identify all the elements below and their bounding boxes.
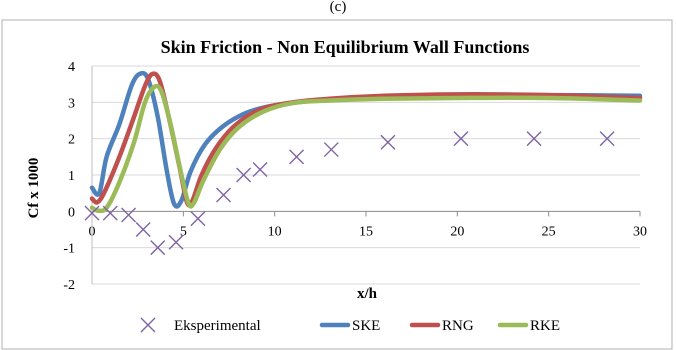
data-point-experimental <box>236 167 252 183</box>
data-point-experimental <box>323 142 339 158</box>
series-line-rng <box>89 71 643 208</box>
y-tick-label: 4 <box>68 60 75 75</box>
data-point-experimental <box>289 149 305 165</box>
y-tick-label: 2 <box>68 133 75 148</box>
data-point-experimental <box>216 187 232 203</box>
data-point-experimental <box>526 131 542 147</box>
data-point-experimental <box>150 240 166 256</box>
data-point-experimental <box>135 222 151 237</box>
legend-label-rke: RKE <box>530 318 560 334</box>
data-point-experimental <box>453 131 469 147</box>
experimental-markers <box>84 131 615 256</box>
chart-border <box>1 19 673 350</box>
x-tick-label: 30 <box>633 224 647 239</box>
x-tick-label: 25 <box>542 224 556 239</box>
y-tick-label: 1 <box>68 169 75 184</box>
data-point-experimental <box>190 211 206 227</box>
y-tick-label: -2 <box>63 278 75 293</box>
y-tick-label: 3 <box>68 96 75 111</box>
x-tick-label: 5 <box>180 224 187 239</box>
chart-title: Skin Friction - Non Equilibrium Wall Fun… <box>161 37 530 57</box>
legend: Eksperimental SKE RNG RKE <box>140 317 560 334</box>
series-line-rke <box>89 83 643 214</box>
caption-fragment: (c) <box>330 0 347 15</box>
data-point-experimental <box>168 234 184 250</box>
legend-label-ske: SKE <box>352 318 380 334</box>
legend-label-rng: RNG <box>442 318 474 334</box>
y-axis-label: Cf x 1000 <box>26 158 42 219</box>
data-point-experimental <box>380 134 396 150</box>
legend-marker-experimental <box>140 317 156 333</box>
y-axis: -2 -1 0 1 2 3 4 <box>63 60 93 293</box>
data-point-experimental <box>84 205 100 221</box>
x-tick-label: 10 <box>268 224 282 239</box>
y-tick-label: -1 <box>63 242 75 257</box>
legend-label-experimental: Eksperimental <box>174 318 261 334</box>
x-tick-label: 20 <box>450 224 464 239</box>
data-point-experimental <box>121 207 137 223</box>
data-point-experimental <box>252 162 268 178</box>
data-point-experimental <box>102 205 118 221</box>
data-point-experimental <box>599 131 615 147</box>
x-axis-label: x/h <box>357 286 378 302</box>
plot-series <box>89 70 643 214</box>
x-tick-label: 15 <box>359 224 373 239</box>
y-tick-label: 0 <box>68 205 75 220</box>
